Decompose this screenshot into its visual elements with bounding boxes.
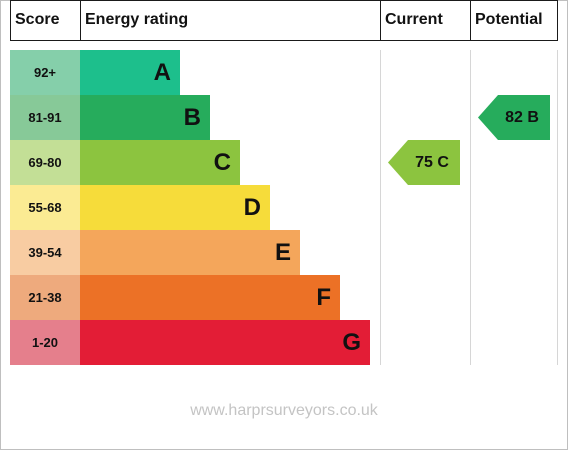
score-range-f: 21-38: [10, 275, 80, 320]
rating-bar-g: G: [80, 320, 370, 365]
grid-line: [470, 50, 471, 365]
grid-line: [80, 0, 81, 40]
header-potential: Potential: [475, 11, 543, 28]
rating-letter-g: G: [342, 329, 361, 356]
score-range-a: 92+: [10, 50, 80, 95]
score-range-e: 39-54: [10, 230, 80, 275]
watermark: www.harprsurveyors.co.uk: [190, 402, 378, 419]
rating-bar-d: D: [80, 185, 270, 230]
rating-bar-f: F: [80, 275, 340, 320]
current-rating-arrow-label: 75 C: [415, 154, 449, 171]
grid-line: [557, 50, 558, 365]
potential-rating-arrow-label: 82 B: [505, 109, 539, 126]
rating-letter-d: D: [243, 194, 261, 221]
rating-bar-b: B: [80, 95, 210, 140]
score-range-d: 55-68: [10, 185, 80, 230]
grid-line: [10, 40, 558, 41]
header-current: Current: [385, 11, 443, 28]
header-energy-rating: Energy rating: [85, 11, 189, 28]
header-score: Score: [15, 11, 60, 28]
grid-line: [380, 50, 381, 365]
rating-letter-b: B: [183, 104, 201, 131]
score-range-g: 1-20: [10, 320, 80, 365]
score-range-b: 81-91: [10, 95, 80, 140]
rating-bar-a: A: [80, 50, 180, 95]
grid-line: [10, 0, 558, 1]
grid-line: [380, 0, 381, 40]
grid-line: [557, 0, 558, 40]
score-range-c: 69-80: [10, 140, 80, 185]
rating-letter-a: A: [153, 59, 171, 86]
rating-bar-c: C: [80, 140, 240, 185]
grid-line: [10, 0, 11, 40]
rating-letter-c: C: [213, 149, 231, 176]
grid-line: [470, 0, 471, 40]
rating-letter-e: E: [274, 239, 291, 266]
rating-bar-e: E: [80, 230, 300, 275]
rating-letter-f: F: [316, 284, 331, 311]
